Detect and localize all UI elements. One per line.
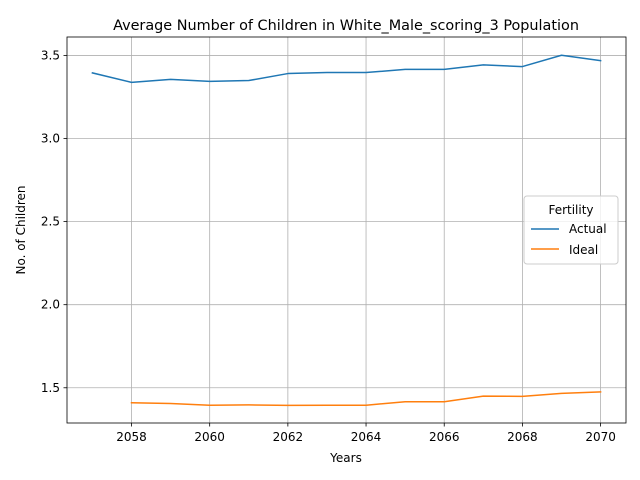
x-tick-label: 2070 [585,430,616,444]
y-tick-label: 3.0 [41,132,60,146]
plot-area-frame [66,36,627,424]
x-tick-label: 2068 [507,430,538,444]
series-line-ideal [130,391,602,407]
y-axis: 1.5 2.0 2.5 3.0 3.5 [41,48,67,395]
y-tick-label: 2.0 [41,298,60,312]
x-tick-label: 2062 [273,430,304,444]
x-tick-label: 2066 [429,430,460,444]
x-axis: 2058 2060 2062 2064 2066 2068 2070 [116,423,616,444]
series-line-actual [91,54,602,84]
y-tick-label: 2.5 [41,215,60,229]
legend-label-actual: Actual [569,222,607,236]
legend-label-ideal: Ideal [569,243,598,257]
chart-title: Average Number of Children in White_Male… [113,18,579,34]
y-tick-label: 3.5 [41,48,60,62]
x-axis-label: Years [329,451,362,465]
legend-box [523,195,619,265]
legend-title: Fertility [548,203,593,217]
series-lines [91,54,602,407]
x-tick-label: 2064 [351,430,382,444]
y-axis-label: No. of Children [14,185,28,274]
x-tick-label: 2058 [116,430,147,444]
x-tick-label: 2060 [194,430,225,444]
legend: Fertility Actual Ideal [523,195,619,265]
y-tick-label: 1.5 [41,381,60,395]
